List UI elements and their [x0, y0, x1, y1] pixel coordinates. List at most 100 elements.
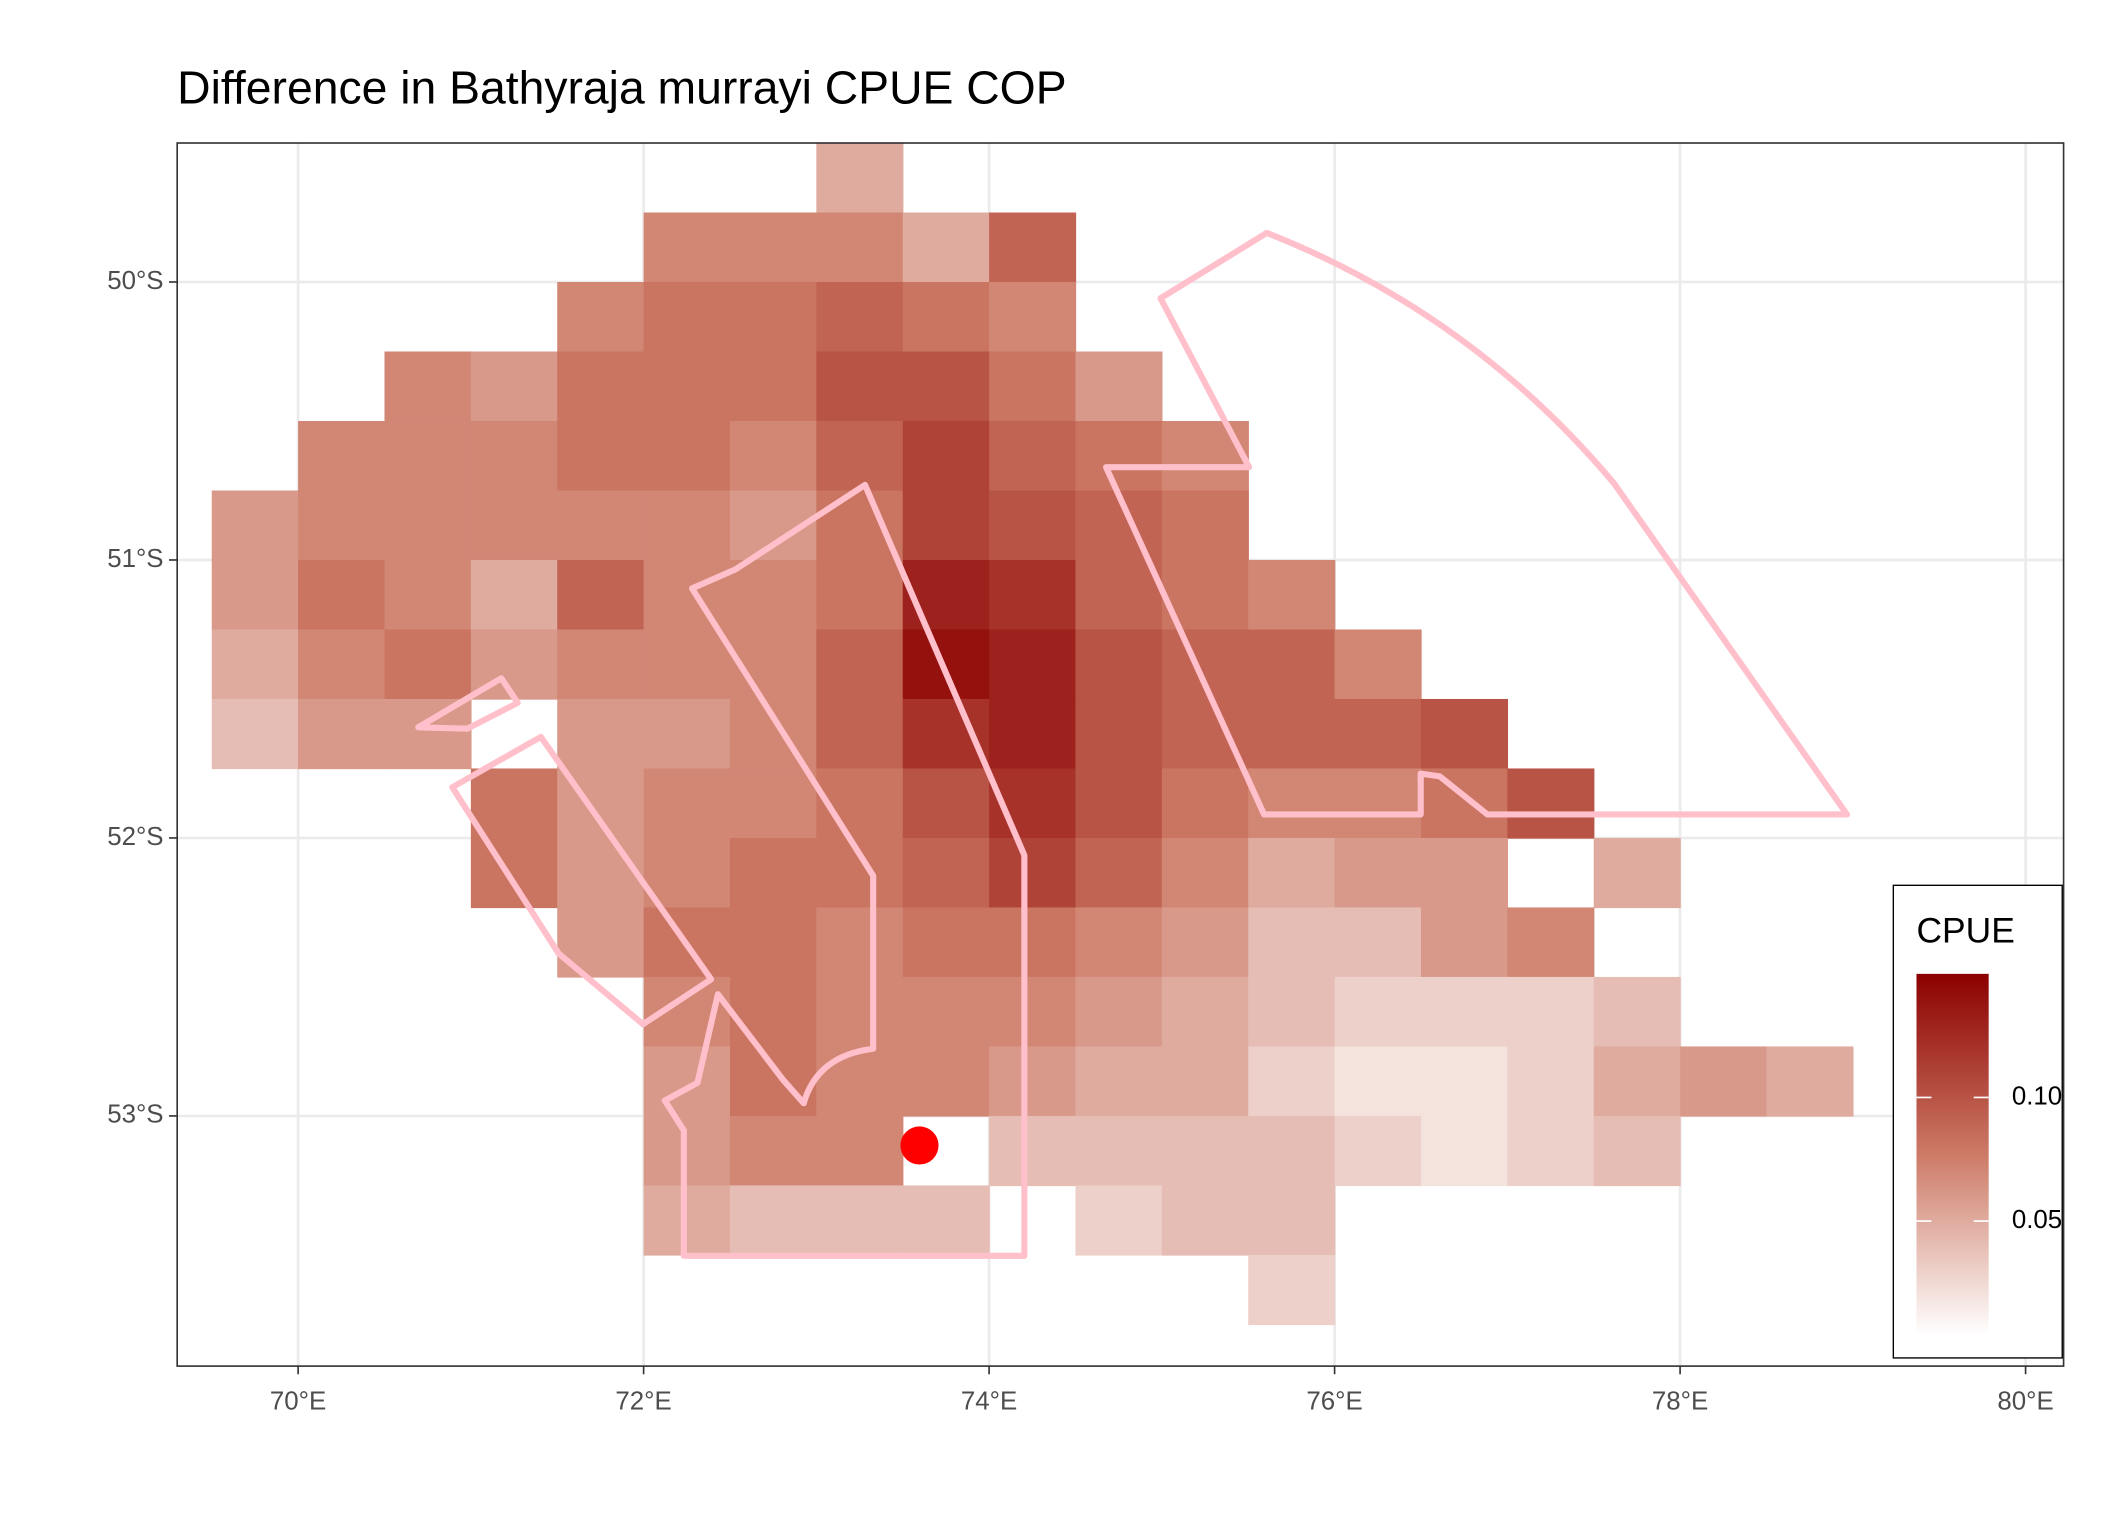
raster-cell [1420, 698, 1509, 770]
colorbar-label: 0.05 [2012, 1206, 2062, 1234]
raster-cell [557, 490, 645, 561]
raster-cell [1334, 837, 1422, 909]
raster-cell [1593, 976, 1681, 1048]
raster-cell [902, 698, 990, 770]
colorbar-label: 0.10 [2012, 1082, 2062, 1110]
raster-cell [1161, 837, 1249, 909]
raster-cell [1248, 559, 1336, 631]
raster-cell [643, 1185, 731, 1256]
colorbar [1916, 973, 1989, 1335]
raster-cell [989, 282, 1077, 353]
raster-cell [298, 420, 386, 492]
raster-cell [1248, 837, 1336, 909]
raster-cell [211, 698, 299, 770]
raster-cell [1248, 768, 1336, 839]
raster-cell [1075, 1046, 1163, 1117]
raster-cell [729, 420, 818, 492]
raster-cell [902, 1185, 990, 1256]
raster-cell [557, 282, 645, 353]
raster-cell [902, 212, 990, 283]
raster-cell [643, 1046, 731, 1117]
raster-cell [557, 351, 645, 422]
raster-cell [816, 1115, 904, 1187]
raster-cell [384, 559, 472, 631]
raster-cell [729, 907, 818, 978]
raster-cell [816, 907, 904, 978]
raster-cell [729, 768, 818, 839]
raster-cell [643, 351, 731, 422]
raster-cell [989, 1046, 1077, 1117]
raster-cell [989, 698, 1077, 770]
raster-cell [729, 1115, 818, 1187]
raster-cell [643, 629, 731, 700]
raster-cell [989, 559, 1077, 631]
raster-cell [384, 351, 472, 422]
raster-cell [298, 559, 386, 631]
raster-cell [1161, 768, 1249, 839]
area-outline [1103, 229, 1851, 818]
panel-border [176, 142, 2065, 1367]
raster-cell [643, 490, 731, 561]
raster-cell [1420, 768, 1509, 839]
x-tick-label: 70°E [270, 1388, 326, 1416]
raster-cell [470, 490, 558, 561]
raster-cell [816, 559, 904, 631]
raster-cell [211, 629, 299, 700]
raster-cell [1334, 1115, 1422, 1187]
raster-cell [816, 1185, 904, 1256]
raster-cell [1248, 976, 1336, 1048]
raster-cell [1248, 1115, 1336, 1187]
raster-cell [1420, 1046, 1509, 1117]
raster-cell [816, 698, 904, 770]
raster-cell [384, 490, 472, 561]
raster-cell [557, 420, 645, 492]
raster-cell [470, 420, 558, 492]
raster-cell [989, 351, 1077, 422]
raster-cell [1248, 629, 1336, 700]
raster-cell [643, 212, 731, 283]
raster-cell [1075, 768, 1163, 839]
site-marker [900, 1126, 939, 1165]
raster-cell [729, 282, 818, 353]
x-tick-label: 80°E [1997, 1388, 2053, 1416]
raster-cell [1248, 1185, 1336, 1256]
raster-cell [816, 837, 904, 909]
raster-cell [1075, 420, 1163, 492]
raster-cell [1507, 768, 1595, 839]
raster-cell [1334, 1046, 1422, 1117]
raster-cell [1075, 976, 1163, 1048]
raster-cell [470, 351, 558, 422]
raster-cell [816, 976, 904, 1048]
raster-cell [384, 698, 472, 770]
y-tick-label: 50°S [107, 267, 163, 295]
raster-cell [729, 629, 818, 700]
raster-cell [643, 559, 731, 631]
y-tick-label: 52°S [107, 823, 163, 851]
raster-cell [902, 837, 990, 909]
raster-cell [1161, 976, 1249, 1048]
raster-cell [1593, 837, 1681, 909]
raster-cell [729, 976, 818, 1048]
raster-cell [989, 490, 1077, 561]
raster-cell [989, 837, 1077, 909]
raster-cell [1507, 976, 1595, 1048]
raster-cell [557, 629, 645, 700]
raster-cell [1420, 837, 1509, 909]
chart-title: Difference in Bathyraja murrayi CPUE COP [177, 61, 1066, 113]
raster-cell [643, 768, 731, 839]
raster-cell [816, 282, 904, 353]
raster-cell [384, 420, 472, 492]
area-outline [661, 481, 1028, 1259]
raster-cell [816, 490, 904, 561]
raster-cell [1334, 768, 1422, 839]
raster-cell [902, 768, 990, 839]
raster-cell [470, 837, 558, 909]
raster-cell [643, 282, 731, 353]
raster-cell [1161, 1046, 1249, 1117]
raster-cell [1161, 698, 1249, 770]
x-tick-label: 74°E [961, 1388, 1017, 1416]
raster-cell [729, 212, 818, 283]
x-tick-label: 76°E [1306, 1388, 1362, 1416]
raster-cell [1161, 1115, 1249, 1187]
